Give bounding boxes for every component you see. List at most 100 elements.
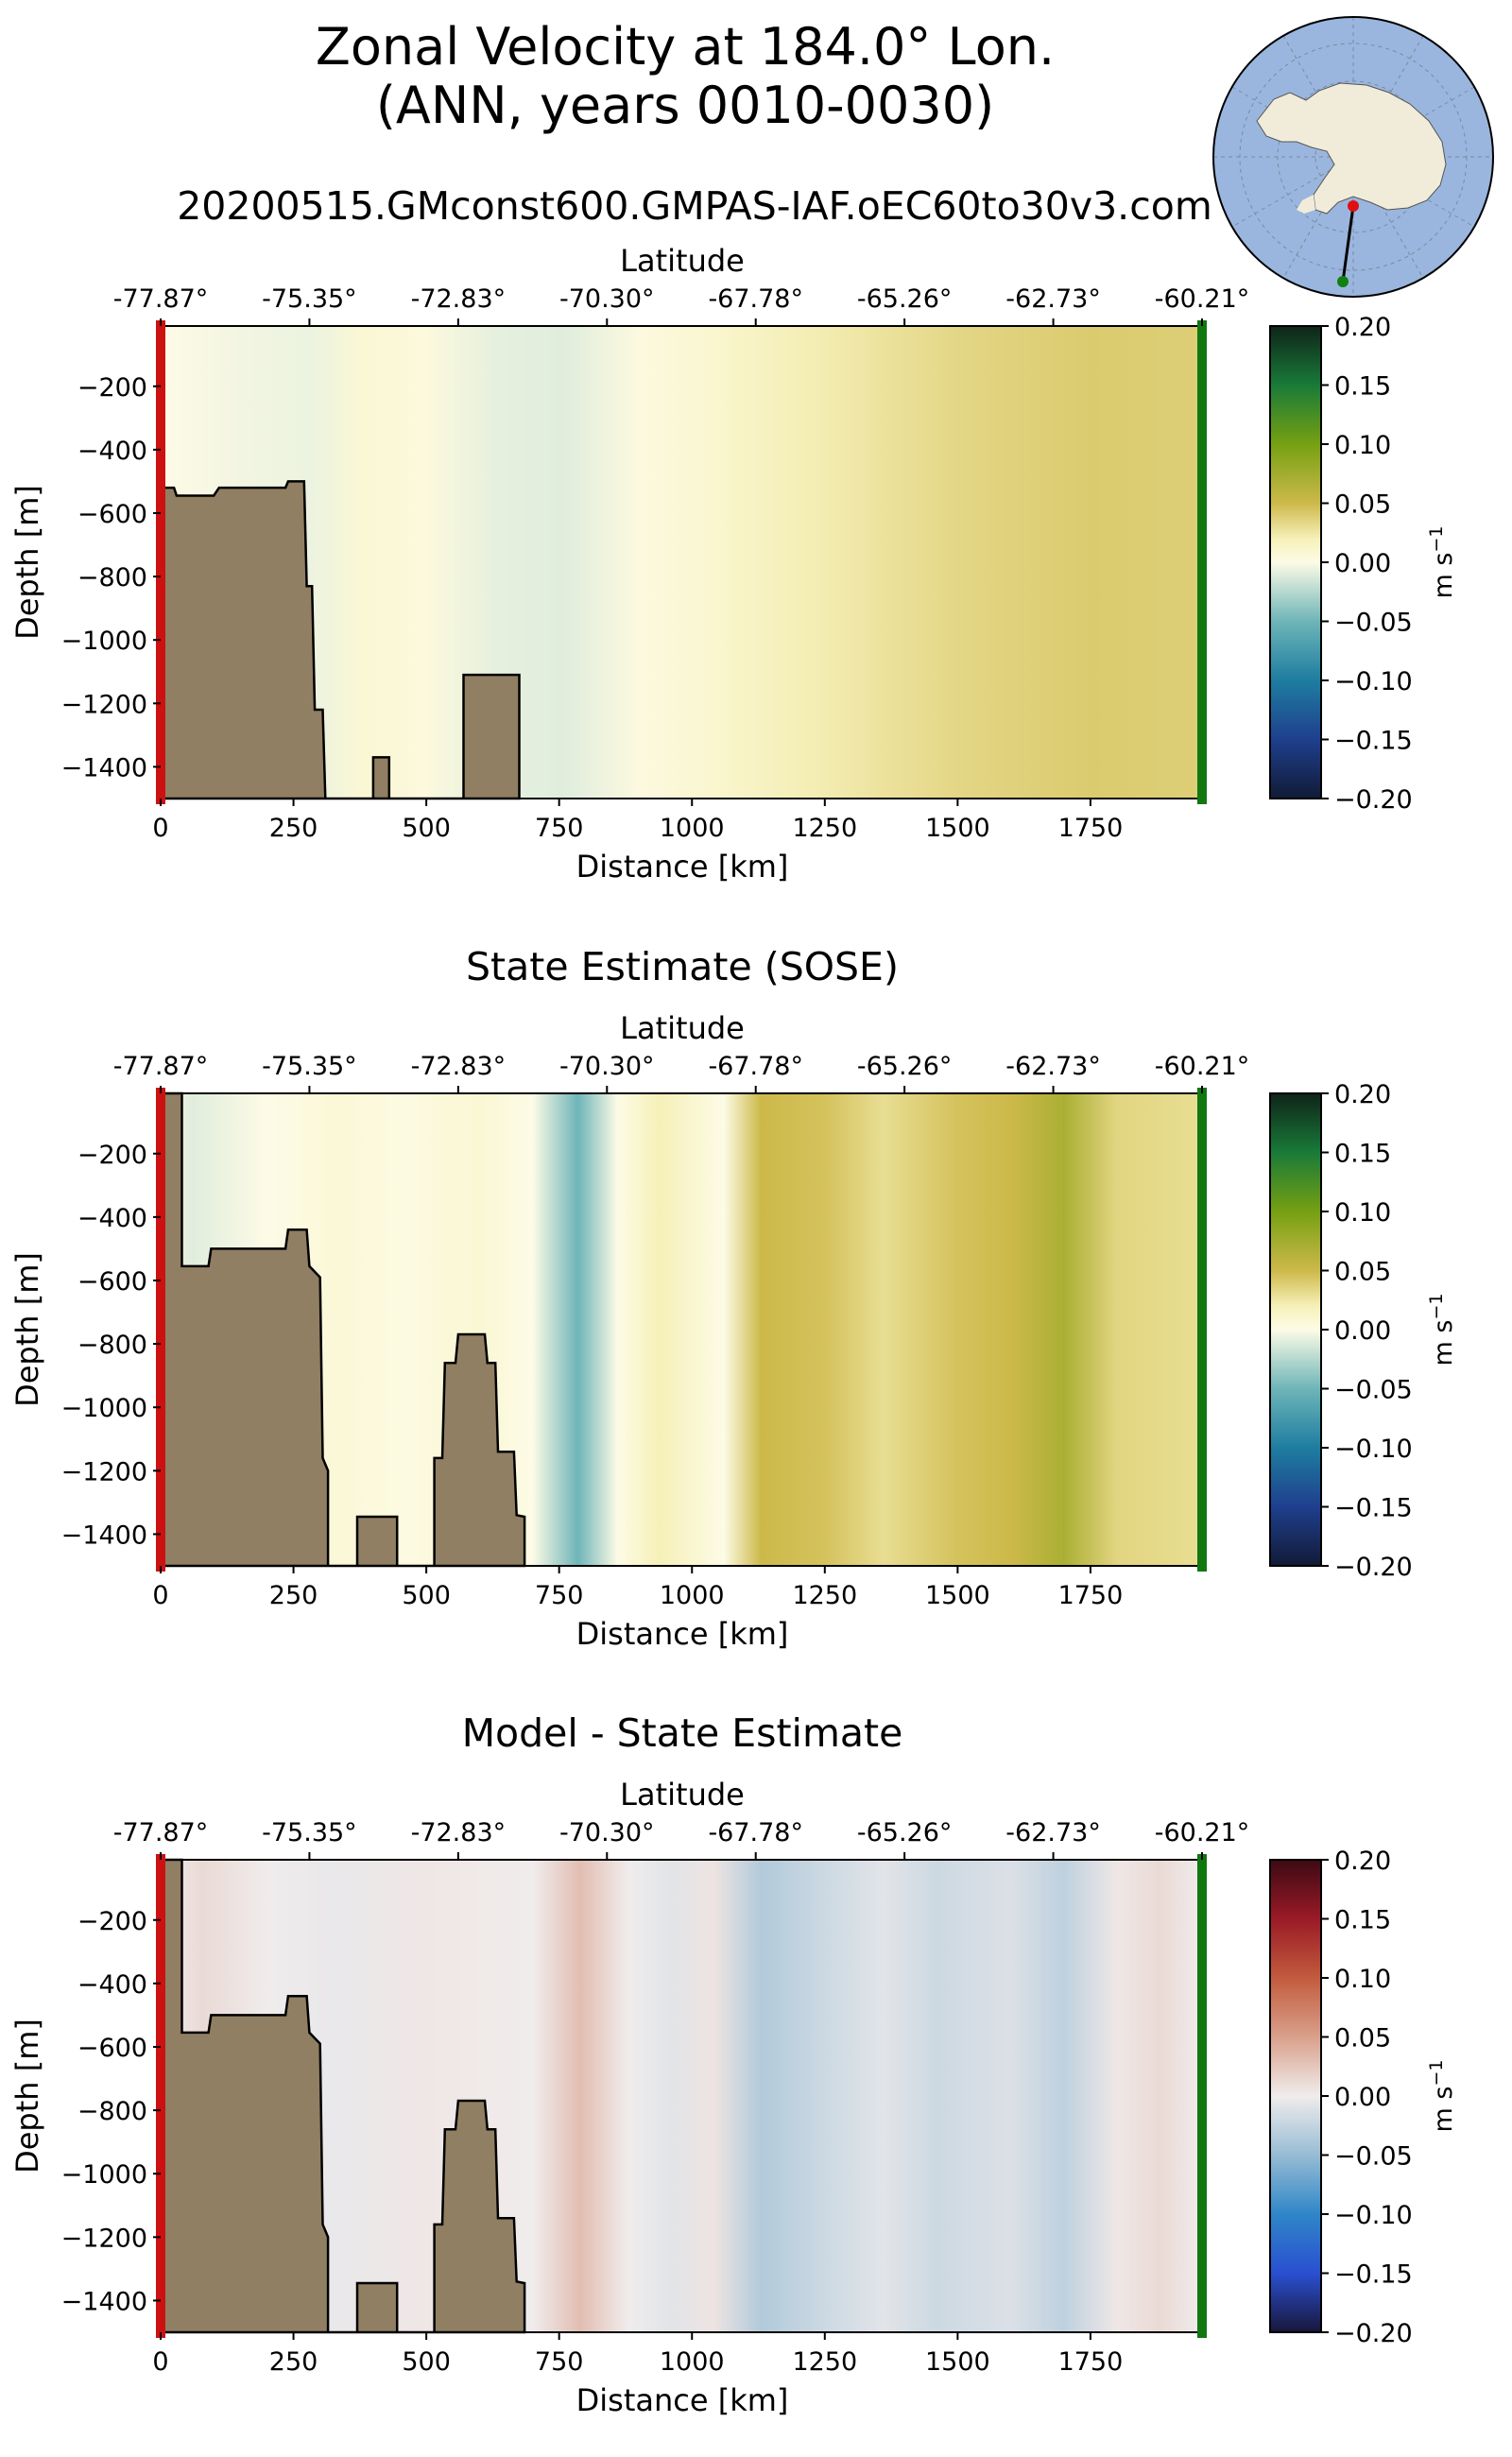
y-axis-label: Depth [m] (9, 485, 45, 640)
lat-tick-label: -75.35° (262, 1818, 357, 1847)
latitude-axis-label: Latitude (620, 243, 745, 279)
x-tick-label: 250 (269, 2347, 318, 2377)
y-tick-label: −400 (77, 1204, 147, 1233)
colorbar (1269, 1092, 1322, 1567)
y-tick-label: −1000 (61, 1394, 147, 1423)
x-tick-label: 1750 (1058, 1581, 1124, 1610)
y-tick-label: −400 (77, 1970, 147, 2000)
lat-tick-label: -65.26° (857, 1818, 953, 1847)
transect-location-map (1212, 16, 1494, 298)
y-axis-label: Depth [m] (9, 1252, 45, 1407)
y-tick-label: −1400 (61, 1521, 147, 1550)
colorbar-tick-label: −0.10 (1334, 1435, 1413, 1464)
colorbar-tick-label: 0.00 (1334, 2083, 1391, 2112)
x-tick-label: 1750 (1058, 2347, 1124, 2377)
y-tick-label: −1200 (61, 690, 147, 719)
colorbar-tick-label: 0.05 (1334, 1258, 1391, 1287)
lat-tick-label: -60.21° (1155, 284, 1250, 314)
colorbar-tick-label: −0.15 (1334, 2260, 1413, 2290)
y-tick-label: −1400 (61, 2287, 147, 2316)
lat-tick-label: -75.35° (262, 1052, 357, 1081)
x-axis-label: Distance [km] (576, 849, 789, 885)
x-tick-label: 1250 (792, 1581, 857, 1610)
lat-tick-label: -72.83° (411, 1818, 507, 1847)
lat-tick-label: -60.21° (1155, 1818, 1250, 1847)
transect-start-marker (156, 1088, 165, 1572)
x-tick-label: 250 (269, 814, 318, 843)
colorbar-tick-label: −0.15 (1334, 1494, 1413, 1523)
transect-end-marker (1197, 320, 1207, 804)
lat-tick-label: -60.21° (1155, 1052, 1250, 1081)
lat-tick-label: -77.87° (113, 284, 209, 314)
velocity-field (161, 326, 1202, 799)
lat-tick-label: -70.30° (559, 1818, 655, 1847)
lat-tick-label: -70.30° (559, 1052, 655, 1081)
panel-title: State Estimate (SOSE) (466, 944, 899, 989)
x-tick-label: 1250 (792, 2347, 857, 2377)
figure-title-line2: (ANN, years 0010-0030) (376, 76, 994, 135)
velocity-field (161, 1093, 1202, 1566)
lat-tick-label: -62.73° (1005, 284, 1101, 314)
y-tick-label: −800 (77, 1331, 147, 1360)
x-tick-label: 1250 (792, 814, 857, 843)
colorbar (1269, 1859, 1322, 2333)
panel-3: Model - State Estimate Latitude 0 250 500 750… (9, 1710, 1458, 2418)
lat-tick-label: -62.73° (1005, 1052, 1101, 1081)
latitude-axis-label: Latitude (620, 1010, 745, 1046)
x-tick-label: 750 (535, 2347, 584, 2377)
transect-start-marker (156, 320, 165, 804)
x-tick-label: 1000 (660, 1581, 725, 1610)
x-tick-label: 1000 (660, 2347, 725, 2377)
latitude-axis-label: Latitude (620, 1777, 745, 1813)
colorbar-label: m s−1 (1426, 526, 1458, 599)
y-tick-label: −1000 (61, 627, 147, 656)
y-tick-label: −600 (77, 1267, 147, 1297)
colorbar-tick-label: −0.05 (1334, 2142, 1413, 2172)
x-axis-label: Distance [km] (576, 2382, 789, 2418)
antarctica-landmass (1256, 82, 1447, 215)
colorbar-tick-label: 0.10 (1334, 1965, 1391, 1994)
colorbar-tick-label: 0.00 (1334, 549, 1391, 578)
x-axis-label: Distance [km] (576, 1616, 789, 1652)
colorbar-label: m s−1 (1426, 2060, 1458, 2133)
transect-end-marker (1197, 1088, 1207, 1572)
panel-2: State Estimate (SOSE) Latitude 0 250 500 750 1… (9, 944, 1458, 1652)
colorbar-tick-label: 0.05 (1334, 2024, 1391, 2053)
colorbar-tick-label: −0.10 (1334, 2201, 1413, 2230)
run-name: 20200515.GMconst600.GMPAS-IAF.oEC60to30v… (177, 183, 1212, 229)
y-tick-label: −200 (77, 373, 147, 403)
y-tick-label: −1400 (61, 753, 147, 782)
x-tick-label: 1500 (925, 814, 990, 843)
lat-tick-label: -77.87° (113, 1818, 209, 1847)
x-tick-label: 250 (269, 1581, 318, 1610)
colorbar-tick-label: 0.15 (1334, 372, 1391, 402)
x-tick-label: 0 (152, 2347, 168, 2377)
x-tick-label: 500 (402, 814, 451, 843)
lat-tick-label: -72.83° (411, 284, 507, 314)
y-axis-label: Depth [m] (9, 2019, 45, 2174)
colorbar-tick-label: −0.15 (1334, 727, 1413, 756)
y-tick-label: −1000 (61, 2160, 147, 2190)
y-tick-label: −600 (77, 500, 147, 529)
y-tick-label: −1200 (61, 2224, 147, 2253)
lat-tick-label: -67.78° (708, 1818, 803, 1847)
x-tick-label: 1750 (1058, 814, 1124, 843)
lat-tick-label: -75.35° (262, 284, 357, 314)
lat-tick-label: -62.73° (1005, 1818, 1101, 1847)
lat-tick-label: -67.78° (708, 284, 803, 314)
transect-end-dot (1337, 276, 1349, 287)
lat-tick-label: -77.87° (113, 1052, 209, 1081)
transect-end-marker (1197, 1854, 1207, 2338)
transect-start-dot (1348, 200, 1359, 212)
colorbar-tick-label: −0.05 (1334, 1376, 1413, 1405)
bathymetry (159, 1091, 526, 1568)
colorbar-label: m s−1 (1426, 1294, 1458, 1366)
colorbar-tick-label: 0.00 (1334, 1316, 1391, 1346)
colorbar-tick-label: −0.20 (1334, 1553, 1413, 1582)
y-tick-label: −800 (77, 563, 147, 593)
lat-tick-label: -72.83° (411, 1052, 507, 1081)
colorbar-tick-label: 0.20 (1334, 1080, 1391, 1109)
colorbar-tick-label: −0.20 (1334, 2319, 1413, 2348)
colorbar-tick-label: 0.15 (1334, 1140, 1391, 1169)
